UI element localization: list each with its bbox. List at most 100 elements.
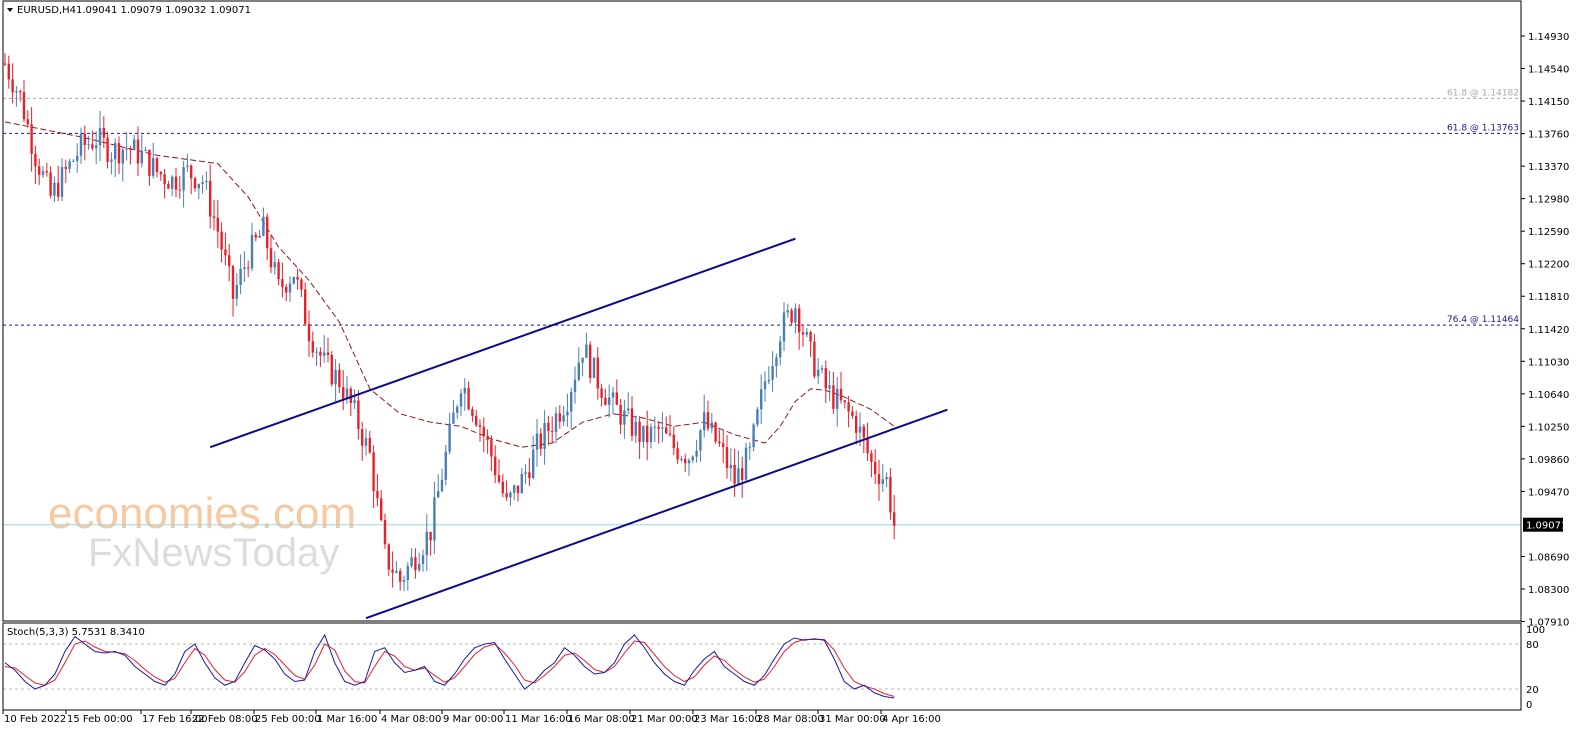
candle-body	[596, 357, 599, 389]
candle-body	[554, 413, 558, 432]
channel-line-upper[interactable]	[209, 237, 796, 449]
candle-body	[247, 267, 250, 269]
candle-body	[193, 178, 197, 189]
time-tick-label: 31 Mar 00:00	[819, 714, 886, 725]
candle-body	[619, 404, 622, 425]
candle-body	[737, 468, 740, 484]
candle-body	[144, 149, 147, 151]
candle-body	[254, 234, 257, 238]
candle-body	[813, 341, 816, 377]
price-tick-label: 1.11030	[1528, 357, 1569, 368]
candle-body	[307, 323, 311, 342]
candle-body	[497, 475, 501, 482]
candle-body	[532, 449, 535, 478]
candle-body	[114, 143, 117, 160]
candle-body	[292, 276, 295, 284]
candle-body	[110, 159, 113, 162]
candle-body	[300, 279, 303, 290]
candle-body	[611, 392, 615, 398]
candle-body	[790, 310, 793, 323]
candle-body	[706, 412, 710, 429]
candle-body	[547, 422, 550, 431]
candle-body	[330, 354, 333, 385]
candle-body	[741, 468, 744, 480]
candle-body	[471, 409, 474, 416]
candle-body	[448, 423, 451, 452]
candle-body	[171, 176, 174, 189]
candle-body	[877, 474, 881, 484]
candle-body	[653, 426, 656, 428]
candle-body	[361, 429, 364, 446]
candle-body	[399, 571, 402, 582]
stoch-level-label: 20	[1526, 685, 1539, 696]
price-tick-label: 1.08690	[1528, 552, 1569, 563]
candle-body	[136, 139, 140, 164]
candle-body	[482, 426, 485, 436]
candle-body	[573, 379, 577, 393]
candle-body	[148, 149, 151, 176]
candle-body	[786, 310, 789, 313]
candle-body	[881, 479, 884, 484]
candle-body	[349, 388, 352, 404]
candle-body	[201, 182, 204, 184]
candle-body	[832, 385, 835, 409]
candle-body	[699, 430, 702, 451]
candle-body	[129, 148, 132, 150]
candle-body	[216, 217, 219, 232]
candle-body	[725, 447, 729, 469]
candle-body	[570, 392, 573, 412]
candle-body	[509, 492, 512, 498]
candle-body	[528, 472, 531, 478]
candle-body	[167, 183, 170, 189]
candle-body	[117, 143, 121, 164]
collapse-arrow-icon[interactable]	[7, 8, 13, 12]
candle-body	[212, 216, 216, 218]
candle-body	[630, 408, 634, 436]
candle-body	[494, 456, 497, 476]
time-tick-label: 23 Mar 16:00	[694, 714, 761, 725]
candle-body	[19, 91, 22, 93]
candle-body	[26, 119, 29, 125]
candle-body	[421, 555, 425, 564]
candle-body	[889, 476, 892, 513]
candle-body	[760, 389, 763, 410]
time-tick-label: 21 Mar 00:00	[631, 714, 698, 725]
candle-body	[186, 165, 189, 168]
candle-body	[820, 368, 824, 370]
candle-body	[174, 176, 178, 190]
candle-body	[771, 366, 774, 380]
candle-body	[779, 341, 782, 358]
candle-body	[467, 387, 470, 410]
candle-body	[452, 412, 455, 424]
price-tick-label: 1.12590	[1528, 227, 1569, 238]
candle-body	[809, 332, 812, 342]
candle-body	[744, 447, 748, 480]
channel-line-lower[interactable]	[365, 408, 948, 620]
time-tick-label: 4 Mar 08:00	[381, 714, 441, 725]
candle-body	[615, 392, 618, 405]
candle-body	[45, 171, 48, 173]
candle-body	[364, 438, 368, 446]
candle-body	[402, 579, 406, 582]
candle-body	[839, 388, 843, 401]
stoch-signal-line	[4, 639, 895, 697]
price-tick-label: 1.12980	[1528, 195, 1569, 206]
candle-body	[296, 276, 299, 280]
candle-body	[695, 450, 698, 457]
candle-body	[847, 402, 850, 412]
candle-body	[520, 474, 523, 494]
candle-body	[345, 388, 349, 399]
candle-body	[801, 332, 805, 335]
candle-body	[763, 381, 767, 390]
candle-body	[836, 388, 839, 409]
candle-body	[718, 441, 721, 444]
price-tick-label: 1.10640	[1528, 390, 1569, 401]
candle-body	[288, 283, 292, 293]
time-tick-label: 22 Feb 08:00	[192, 714, 258, 725]
candle-body	[163, 174, 166, 184]
candle-body	[668, 433, 672, 435]
candle-body	[281, 279, 284, 287]
candle-body	[57, 182, 60, 197]
candle-body	[391, 569, 394, 573]
